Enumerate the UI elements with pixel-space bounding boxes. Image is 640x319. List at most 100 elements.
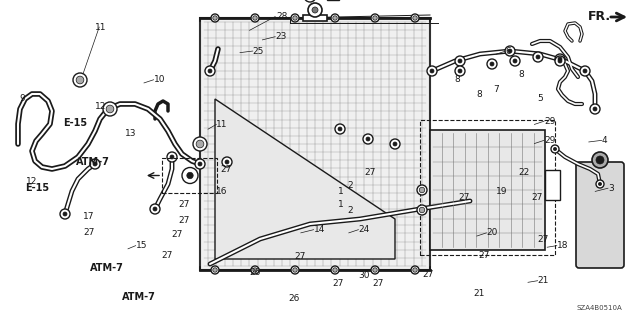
Circle shape bbox=[205, 66, 215, 76]
Text: E-15: E-15 bbox=[26, 183, 50, 193]
Text: 10: 10 bbox=[154, 75, 165, 84]
Text: 12: 12 bbox=[95, 102, 106, 111]
Text: 23: 23 bbox=[275, 32, 287, 41]
Circle shape bbox=[536, 55, 540, 59]
Circle shape bbox=[580, 66, 590, 76]
Circle shape bbox=[103, 102, 117, 116]
Text: 12: 12 bbox=[26, 177, 37, 186]
Circle shape bbox=[63, 212, 67, 216]
Text: 27: 27 bbox=[538, 235, 549, 244]
Text: 26: 26 bbox=[288, 294, 300, 303]
Circle shape bbox=[331, 14, 339, 22]
Circle shape bbox=[167, 152, 177, 162]
Circle shape bbox=[551, 145, 559, 153]
Circle shape bbox=[598, 182, 602, 186]
Text: 8: 8 bbox=[477, 90, 483, 99]
Circle shape bbox=[554, 147, 557, 151]
FancyBboxPatch shape bbox=[576, 162, 624, 268]
Text: 27: 27 bbox=[422, 270, 434, 279]
Text: ATM-7: ATM-7 bbox=[90, 263, 124, 273]
Circle shape bbox=[558, 59, 562, 63]
Bar bbox=[303, 15, 327, 21]
Circle shape bbox=[170, 155, 174, 159]
Circle shape bbox=[335, 124, 345, 134]
Circle shape bbox=[513, 59, 517, 63]
Circle shape bbox=[182, 167, 198, 183]
Circle shape bbox=[372, 16, 377, 20]
Bar bbox=[162, 158, 217, 193]
Text: 14: 14 bbox=[314, 225, 325, 234]
Text: ATM-7: ATM-7 bbox=[122, 292, 156, 302]
Circle shape bbox=[555, 54, 565, 64]
Circle shape bbox=[596, 180, 604, 188]
Circle shape bbox=[211, 14, 219, 22]
Circle shape bbox=[312, 7, 318, 13]
Text: 16: 16 bbox=[216, 187, 228, 196]
Text: 7: 7 bbox=[493, 85, 499, 94]
Circle shape bbox=[555, 56, 565, 66]
Circle shape bbox=[413, 268, 417, 272]
Text: 2: 2 bbox=[348, 181, 353, 189]
Text: 29: 29 bbox=[544, 136, 556, 145]
Circle shape bbox=[417, 205, 427, 215]
Text: 2: 2 bbox=[348, 206, 353, 215]
Circle shape bbox=[363, 134, 373, 144]
Circle shape bbox=[291, 266, 299, 274]
Circle shape bbox=[338, 127, 342, 131]
Bar bbox=[420, 120, 555, 255]
Circle shape bbox=[187, 172, 193, 179]
Circle shape bbox=[73, 73, 87, 87]
Bar bbox=[430, 130, 545, 250]
Text: 27: 27 bbox=[178, 216, 189, 225]
Text: 8: 8 bbox=[454, 75, 460, 84]
Bar bbox=[545, 170, 560, 200]
Text: 30: 30 bbox=[358, 271, 370, 280]
Circle shape bbox=[291, 14, 299, 22]
Circle shape bbox=[331, 266, 339, 274]
Circle shape bbox=[212, 268, 217, 272]
Circle shape bbox=[253, 268, 257, 272]
Text: 24: 24 bbox=[358, 225, 370, 234]
Circle shape bbox=[76, 76, 84, 84]
Circle shape bbox=[333, 16, 337, 20]
Text: 1: 1 bbox=[338, 187, 344, 196]
Text: 27: 27 bbox=[365, 168, 376, 177]
Circle shape bbox=[417, 185, 427, 195]
Circle shape bbox=[60, 209, 70, 219]
Circle shape bbox=[198, 162, 202, 166]
Text: 21: 21 bbox=[474, 289, 485, 298]
Circle shape bbox=[366, 137, 370, 141]
Text: 27: 27 bbox=[479, 251, 490, 260]
Circle shape bbox=[308, 3, 322, 17]
Circle shape bbox=[106, 105, 114, 113]
Bar bbox=[200, 18, 430, 270]
Text: E-15: E-15 bbox=[63, 118, 87, 128]
Circle shape bbox=[593, 107, 597, 111]
Text: 1: 1 bbox=[338, 200, 344, 209]
Text: 25: 25 bbox=[253, 47, 264, 56]
Circle shape bbox=[596, 156, 604, 164]
Circle shape bbox=[253, 16, 257, 20]
Circle shape bbox=[411, 14, 419, 22]
Text: 15: 15 bbox=[136, 241, 147, 250]
Circle shape bbox=[413, 16, 417, 20]
Text: 27: 27 bbox=[178, 200, 189, 209]
Text: 17: 17 bbox=[83, 212, 95, 221]
Text: 19: 19 bbox=[496, 187, 508, 196]
Circle shape bbox=[371, 14, 379, 22]
Text: 29: 29 bbox=[544, 117, 556, 126]
Text: 27: 27 bbox=[333, 279, 344, 288]
Circle shape bbox=[487, 59, 497, 69]
Circle shape bbox=[419, 187, 425, 193]
Circle shape bbox=[427, 66, 437, 76]
Text: 27: 27 bbox=[172, 230, 183, 239]
Text: 4: 4 bbox=[602, 136, 607, 145]
Text: 6: 6 bbox=[506, 47, 511, 56]
Text: 11: 11 bbox=[95, 23, 106, 32]
Circle shape bbox=[225, 160, 229, 164]
Circle shape bbox=[510, 56, 520, 66]
Circle shape bbox=[372, 268, 377, 272]
Circle shape bbox=[508, 49, 512, 53]
Circle shape bbox=[371, 266, 379, 274]
Circle shape bbox=[455, 56, 465, 66]
